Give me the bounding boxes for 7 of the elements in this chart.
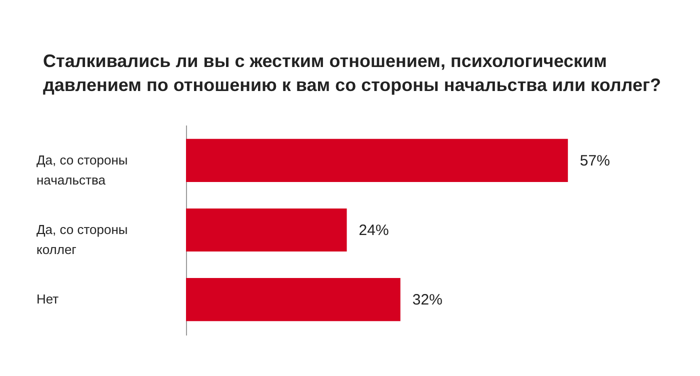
data-label: 57% <box>580 152 610 170</box>
y-tick-label: Да, со стороны коллег <box>36 222 128 257</box>
data-label: 24% <box>358 222 389 239</box>
data-label: 32% <box>412 292 442 309</box>
y-tick-label: Нет <box>36 292 59 307</box>
chart-title: Сталкивались ли вы с жестким отношением, психологическим давлением по отношению к вам со стороны начальства или коллег? <box>43 51 661 95</box>
y-tick-label: Да, со стороны начальства <box>36 152 128 188</box>
